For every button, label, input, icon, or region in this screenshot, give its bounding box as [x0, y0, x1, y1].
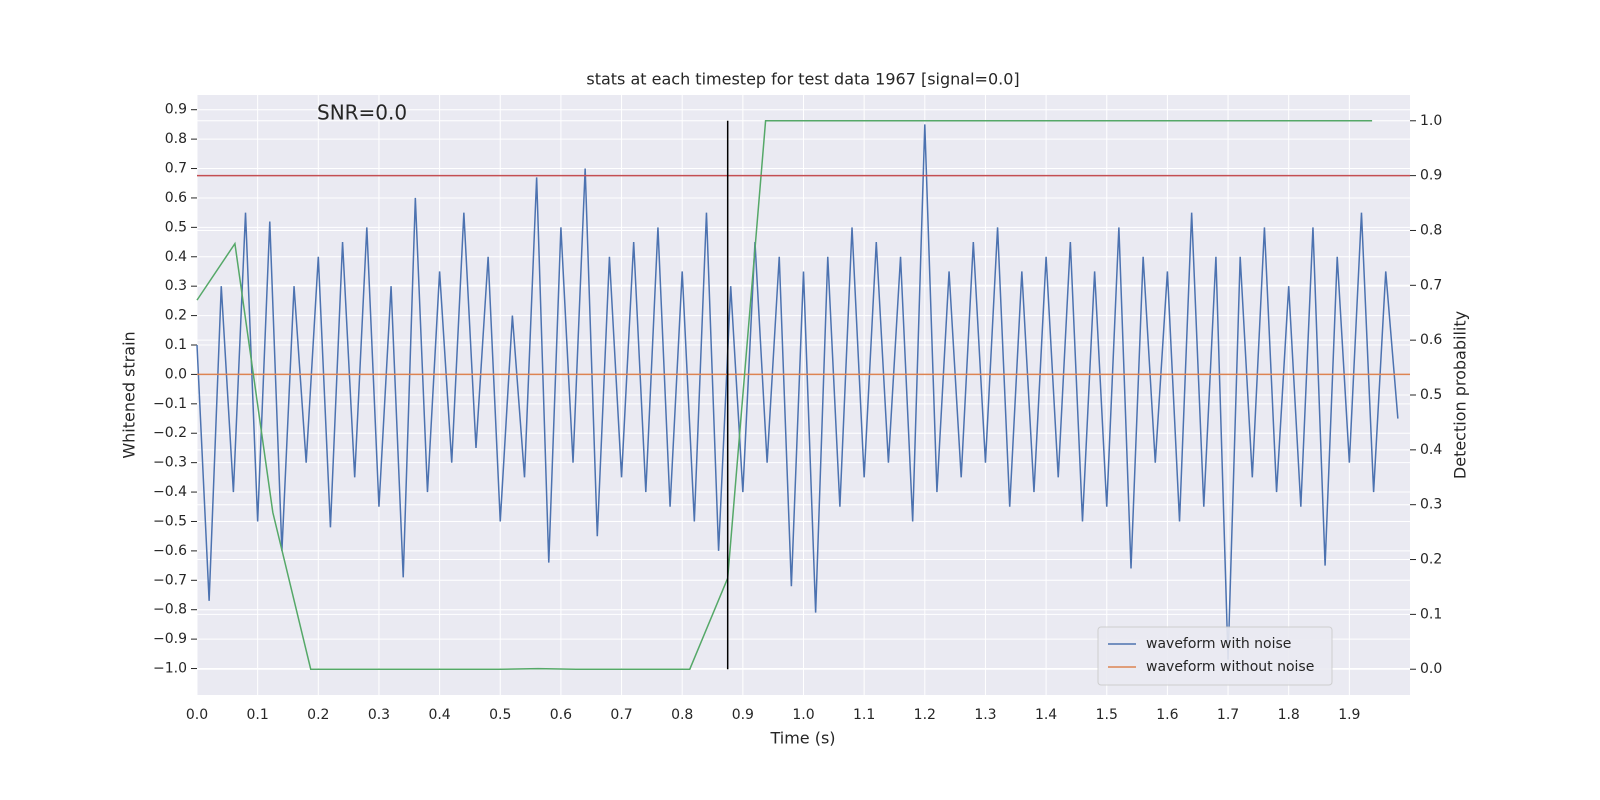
x-tick-label: 0.3 — [368, 707, 390, 723]
x-tick-label: 0.6 — [550, 707, 572, 723]
y2-tick-label: 0.1 — [1420, 606, 1442, 622]
x-tick-label: 1.4 — [1035, 707, 1057, 723]
x-tick-label: 1.9 — [1338, 707, 1360, 723]
y-tick-label: 0.5 — [165, 219, 187, 235]
x-tick-label: 0.7 — [610, 707, 632, 723]
x-tick-label: 0.9 — [732, 707, 754, 723]
x-tick-label: 1.3 — [974, 707, 996, 723]
legend-label: waveform without noise — [1146, 659, 1314, 675]
x-tick-label: 1.6 — [1156, 707, 1178, 723]
legend-label: waveform with noise — [1146, 636, 1291, 652]
y-tick-label: 0.7 — [165, 161, 187, 177]
y2-tick-label: 0.9 — [1420, 168, 1442, 184]
chart-title: stats at each timestep for test data 196… — [586, 70, 1019, 89]
y-tick-label: −0.1 — [153, 396, 187, 412]
x-tick-label: 0.0 — [186, 707, 208, 723]
y2-tick-label: 0.0 — [1420, 661, 1442, 677]
series-line — [196, 124, 1399, 660]
y-tick-label: 0.9 — [165, 102, 187, 118]
y-tick-label: −0.6 — [153, 543, 187, 559]
y-tick-label: 0.4 — [165, 249, 187, 265]
y-tick-label: 0.8 — [165, 131, 187, 147]
y2-tick-label: 0.3 — [1420, 497, 1442, 513]
y-tick-label: −0.9 — [153, 631, 187, 647]
y-tick-label: −1.0 — [153, 661, 187, 677]
y-tick-label: 0.6 — [165, 190, 187, 206]
x-tick-label: 0.2 — [307, 707, 329, 723]
y2-tick-label: 0.8 — [1420, 222, 1442, 238]
y-tick-label: −0.3 — [153, 455, 187, 471]
y2-tick-label: 0.5 — [1420, 387, 1442, 403]
legend-box — [1097, 626, 1333, 686]
annotation: SNR=0.0 — [317, 101, 407, 125]
x-tick-label: 1.2 — [914, 707, 936, 723]
y2-tick-label: 0.2 — [1420, 552, 1442, 568]
grid — [196, 95, 1410, 695]
y-tick-label: 0.0 — [165, 366, 187, 382]
y2-tick-label: 1.0 — [1420, 113, 1442, 129]
x-tick-label: 0.1 — [247, 707, 269, 723]
y-tick-label: −0.8 — [153, 602, 187, 618]
x-tick-label: 1.1 — [853, 707, 875, 723]
x-tick-label: 0.5 — [489, 707, 511, 723]
x-tick-label: 0.4 — [428, 707, 450, 723]
x-tick-label: 1.0 — [792, 707, 814, 723]
y-axis-label: Whitened strain — [120, 331, 139, 458]
x-axis-label: Time (s) — [769, 729, 835, 748]
y2-tick-label: 0.6 — [1420, 332, 1442, 348]
y-tick-label: 0.3 — [165, 278, 187, 294]
y-tick-label: −0.5 — [153, 513, 187, 529]
x-tick-label: 1.8 — [1278, 707, 1300, 723]
x-tick-label: 0.8 — [671, 707, 693, 723]
y2-axis-label: Detection probability — [1451, 311, 1470, 479]
y-tick-label: 0.2 — [165, 308, 187, 324]
x-tick-label: 1.7 — [1217, 707, 1239, 723]
y-tick-label: −0.4 — [153, 484, 187, 500]
x-tick-label: 1.5 — [1096, 707, 1118, 723]
series-line — [196, 120, 1373, 670]
y2-tick-label: 0.4 — [1420, 442, 1442, 458]
y2-tick-label: 0.7 — [1420, 277, 1442, 293]
legend: waveform with noise waveform without nois… — [1097, 626, 1333, 686]
y-tick-label: −0.2 — [153, 425, 187, 441]
y-tick-label: −0.7 — [153, 572, 187, 588]
y-tick-label: 0.1 — [165, 337, 187, 353]
